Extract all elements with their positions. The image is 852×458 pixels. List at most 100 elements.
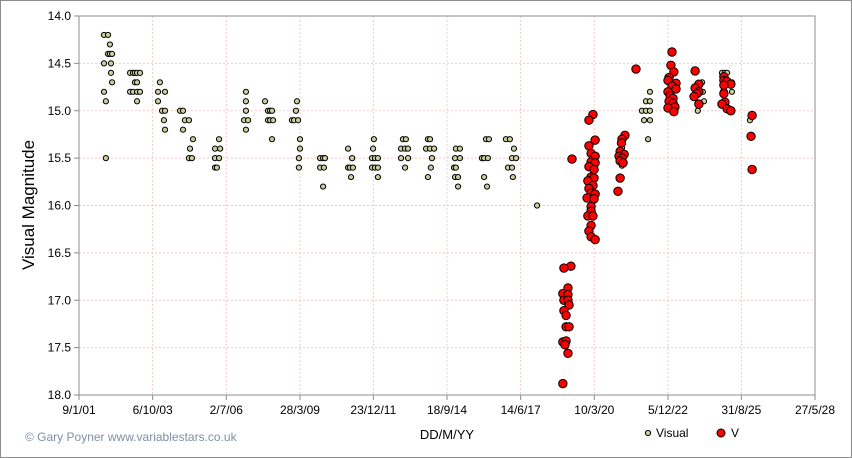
- visual-point: [268, 136, 276, 143]
- visual-point: [452, 164, 459, 171]
- x-tick-label: 27/5/28: [795, 403, 835, 417]
- visual-point: [292, 107, 300, 114]
- visual-point: [136, 69, 144, 76]
- data-points: [100, 31, 757, 389]
- visual-point: [508, 164, 516, 171]
- visual-point: [484, 155, 491, 162]
- x-tick-label: 9/1/01: [62, 403, 96, 417]
- visual-point: [107, 69, 115, 76]
- y-tick-label: 18.0: [48, 388, 72, 402]
- v-point: [746, 131, 756, 142]
- legend: Visual V: [644, 426, 739, 440]
- visual-point: [374, 155, 382, 162]
- visual-point: [100, 88, 108, 95]
- y-tick-label: 14.5: [48, 56, 72, 70]
- visual-point: [215, 136, 223, 143]
- v-point: [564, 322, 574, 332]
- x-tick-label: 23/12/11: [350, 403, 396, 417]
- visual-point: [102, 155, 109, 162]
- v-point: [584, 141, 594, 151]
- visual-point: [509, 173, 516, 181]
- visual-point: [160, 117, 168, 124]
- v-point: [618, 158, 628, 168]
- visual-point: [424, 173, 432, 181]
- legend-v-marker: [716, 428, 726, 438]
- visual-point: [646, 88, 654, 95]
- visual-point: [108, 79, 116, 86]
- visual-point: [211, 145, 219, 152]
- visual-point: [213, 164, 220, 171]
- visual-point: [404, 155, 412, 162]
- visual-point: [454, 183, 462, 190]
- visual-point: [510, 145, 518, 152]
- visual-point: [428, 155, 436, 162]
- v-point: [561, 310, 571, 321]
- v-point: [689, 91, 699, 102]
- visual-point: [242, 126, 250, 133]
- visual-point: [133, 79, 141, 86]
- x-tick-label: 2/7/06: [210, 403, 244, 417]
- visual-point: [188, 155, 195, 162]
- visual-point: [430, 145, 438, 152]
- visual-point: [133, 98, 141, 105]
- v-point: [615, 173, 625, 183]
- visual-point: [369, 145, 377, 152]
- visual-point: [374, 173, 382, 181]
- legend-visual-marker: [644, 429, 652, 437]
- visual-point: [295, 164, 302, 171]
- v-point: [669, 106, 679, 117]
- v-point: [726, 106, 736, 116]
- visual-point: [244, 117, 252, 124]
- visual-point: [397, 155, 405, 162]
- visual-point: [347, 173, 355, 181]
- visual-point: [370, 136, 377, 143]
- visual-point: [454, 173, 462, 181]
- v-point: [584, 115, 594, 125]
- v-point: [590, 234, 600, 245]
- visual-point: [344, 145, 352, 152]
- visual-point: [154, 88, 162, 95]
- visual-point: [161, 107, 169, 114]
- visual-point: [185, 117, 193, 124]
- v-point: [747, 164, 757, 175]
- v-point: [671, 84, 681, 94]
- visual-point: [456, 155, 464, 162]
- visual-point: [179, 126, 187, 133]
- visual-point: [154, 98, 162, 105]
- x-tick-label: 14/6/17: [501, 403, 541, 417]
- visual-point: [107, 60, 115, 67]
- visual-point: [319, 183, 327, 190]
- visual-point: [156, 79, 164, 86]
- visual-point: [646, 98, 654, 105]
- visual-point: [533, 202, 541, 209]
- y-tick-label: 17.5: [48, 341, 72, 355]
- visual-point: [294, 117, 302, 124]
- x-tick-label: 6/10/03: [133, 403, 173, 417]
- visual-point: [189, 136, 197, 143]
- v-point: [560, 340, 570, 350]
- axis-ticks: 9/1/01 6/10/03 2/7/06 28/3/09 23/12/11 18/9/1…: [48, 9, 836, 417]
- visual-point: [506, 136, 514, 143]
- visual-point: [100, 60, 108, 67]
- v-point: [694, 99, 704, 109]
- visual-point: [296, 145, 304, 152]
- copyright-credit: © Gary Poyner www.variablestars.co.uk: [25, 430, 238, 444]
- visual-point: [102, 98, 109, 105]
- visual-point: [349, 155, 356, 162]
- visual-point: [161, 126, 169, 133]
- v-point: [747, 110, 757, 121]
- visual-point: [295, 155, 302, 162]
- x-tick-label: 31/8/25: [721, 403, 761, 417]
- visual-point: [427, 164, 434, 171]
- visual-point: [104, 31, 112, 39]
- v-point: [690, 66, 700, 76]
- legend-visual-label: Visual: [656, 426, 688, 440]
- visual-point: [349, 164, 357, 171]
- y-tick-label: 14.0: [48, 9, 72, 23]
- visual-point: [215, 155, 223, 162]
- visual-point: [485, 136, 493, 143]
- v-point: [567, 154, 577, 164]
- x-tick-label: 28/3/09: [280, 403, 320, 417]
- x-tick-label: 10/3/20: [574, 403, 614, 417]
